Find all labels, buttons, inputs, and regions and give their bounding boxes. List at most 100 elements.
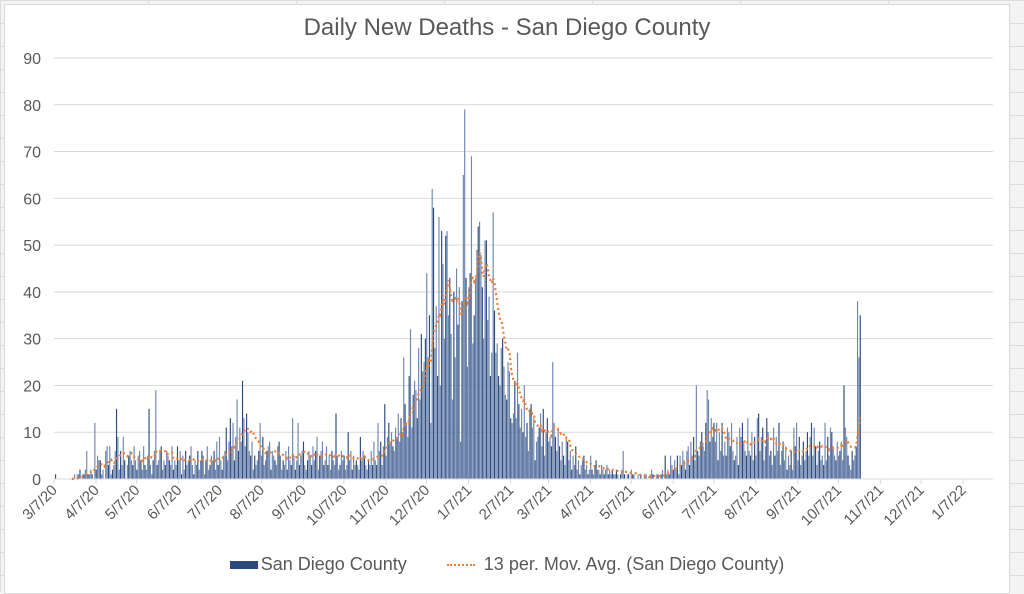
bar — [351, 469, 353, 479]
bar — [748, 450, 750, 479]
bar — [691, 455, 693, 479]
x-tick-label: 5/7/20 — [102, 482, 144, 524]
bar — [645, 474, 647, 479]
bar — [275, 464, 277, 479]
bar — [332, 460, 334, 479]
bar — [682, 450, 684, 479]
bar — [266, 450, 268, 479]
bar — [651, 469, 653, 479]
bar — [136, 469, 138, 479]
bar — [824, 422, 826, 479]
legend: San Diego County 13 per. Mov. Avg. (San … — [5, 554, 1009, 575]
bar — [389, 441, 391, 479]
bar — [304, 464, 306, 479]
bar — [622, 450, 624, 479]
bar — [409, 329, 412, 479]
bar — [791, 469, 794, 479]
bar — [802, 441, 804, 479]
bar — [94, 422, 96, 479]
bar — [293, 455, 295, 479]
chart-container[interactable]: Daily New Deaths - San Diego County 0 10 2… — [4, 4, 1010, 594]
bar — [210, 455, 212, 479]
bar — [481, 287, 483, 479]
bar — [796, 422, 798, 479]
bar — [424, 338, 426, 479]
bar — [325, 446, 328, 479]
bar — [405, 422, 408, 479]
bar — [745, 455, 748, 479]
bar — [289, 460, 291, 479]
bar — [370, 450, 372, 479]
bar — [262, 436, 264, 479]
bar — [469, 273, 471, 479]
bar — [831, 432, 833, 479]
bar — [759, 450, 761, 479]
bar — [492, 212, 494, 479]
bar — [680, 464, 683, 479]
bar — [739, 427, 741, 479]
bar — [354, 464, 356, 479]
bar — [626, 474, 628, 479]
bar — [357, 464, 359, 479]
bar — [385, 455, 387, 479]
bar — [823, 464, 825, 479]
bar — [535, 441, 538, 479]
bar — [806, 432, 809, 479]
bar — [176, 446, 179, 479]
bar — [458, 287, 460, 479]
bar — [558, 446, 561, 479]
bar — [339, 464, 341, 479]
y-tick-label: 20 — [23, 378, 41, 395]
bar — [839, 450, 841, 479]
bar — [637, 474, 639, 479]
bar — [800, 464, 802, 479]
bar — [569, 450, 571, 479]
bar — [201, 450, 203, 479]
legend-item-moving-average[interactable]: 13 per. Mov. Avg. (San Diego County) — [446, 554, 784, 575]
bar — [563, 455, 565, 479]
bar — [435, 305, 437, 479]
bar — [157, 460, 160, 479]
bar — [571, 469, 573, 479]
bar — [208, 469, 210, 479]
bar — [538, 427, 540, 479]
bar — [297, 422, 299, 479]
bar — [737, 464, 739, 479]
bar — [363, 455, 366, 479]
bar — [222, 455, 225, 479]
y-tick-label: 60 — [23, 191, 41, 208]
bar — [503, 366, 505, 479]
bar — [568, 460, 570, 479]
legend-item-bars[interactable]: San Diego County — [229, 554, 407, 575]
bar — [232, 422, 234, 479]
bar — [446, 231, 448, 479]
bar — [590, 455, 592, 479]
bar — [328, 455, 330, 479]
bar — [285, 450, 287, 479]
bar — [813, 427, 815, 479]
bar — [794, 446, 796, 479]
bar — [312, 446, 314, 479]
bar — [687, 446, 689, 479]
bar — [611, 469, 613, 479]
bar — [810, 422, 813, 479]
bar — [717, 460, 719, 479]
bar — [623, 474, 626, 479]
bar — [581, 460, 584, 479]
bar — [697, 450, 699, 479]
bar — [449, 277, 451, 479]
bar — [797, 460, 799, 479]
bar — [362, 450, 364, 479]
bar — [844, 427, 846, 479]
bar — [573, 464, 575, 479]
bar — [572, 455, 574, 479]
bar — [859, 315, 861, 479]
bar — [251, 441, 253, 479]
bar — [609, 469, 611, 479]
bar — [87, 474, 89, 479]
bar — [614, 474, 616, 479]
bar — [603, 474, 605, 479]
bar — [488, 296, 490, 479]
bar — [134, 460, 137, 479]
bar — [762, 427, 764, 479]
